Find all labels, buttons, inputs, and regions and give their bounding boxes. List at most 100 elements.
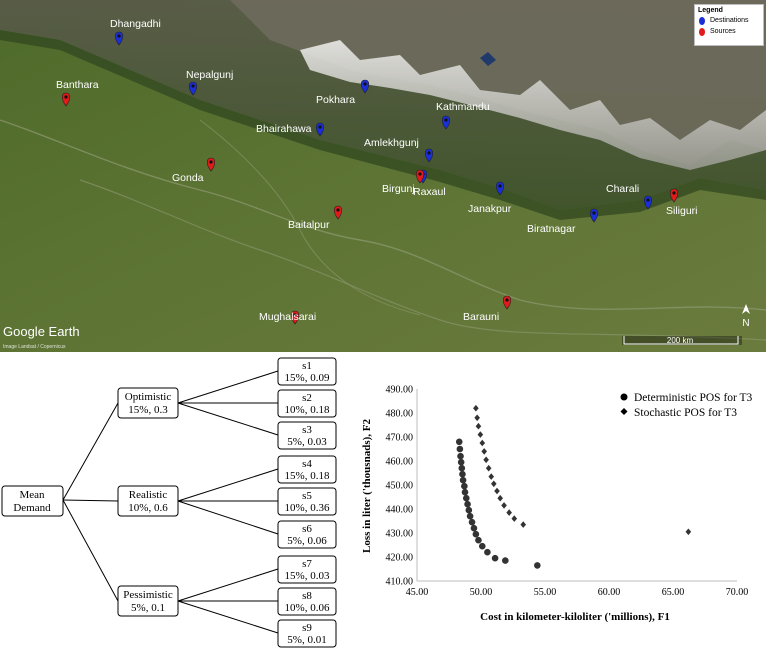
source-pin-mughalsarai bbox=[290, 310, 300, 325]
point-deterministic-4 bbox=[458, 464, 466, 472]
point-stochastic-10 bbox=[494, 487, 500, 495]
river-3 bbox=[199, 119, 421, 316]
y-tick-label: 420.00 bbox=[386, 553, 414, 564]
legend-diamond-icon bbox=[620, 408, 628, 415]
point-deterministic-17 bbox=[478, 542, 486, 550]
scale-bar: 200 km bbox=[622, 336, 742, 345]
point-stochastic-0 bbox=[473, 404, 479, 412]
point-deterministic-6 bbox=[459, 476, 467, 484]
source-label-siliguri: Siliguri bbox=[666, 205, 698, 217]
x-tick-label: 50.00 bbox=[470, 587, 493, 598]
point-deterministic-3 bbox=[457, 458, 465, 466]
north-arrow-icon: N bbox=[742, 304, 750, 329]
scenario-node-s6: s65%, 0.06 bbox=[277, 520, 337, 549]
scenario-values: 15%, 0.03 bbox=[285, 570, 330, 582]
branch-pessimistic: Pessimistic 5%, 0.1 bbox=[117, 585, 179, 617]
north-label: N bbox=[742, 318, 749, 329]
x-tick-label: 65.00 bbox=[662, 587, 685, 598]
destination-label-nepalgunj: Nepalgunj bbox=[186, 69, 233, 81]
y-tick-label: 450.00 bbox=[386, 481, 414, 492]
y-tick-label: 410.00 bbox=[386, 577, 414, 588]
destination-label-charali: Charali bbox=[606, 183, 639, 195]
map-pins: Dhangadhi Nepalgunj Pokhara Kathmandu Bhaira… bbox=[56, 18, 698, 325]
point-deterministic-0 bbox=[455, 438, 463, 446]
scenario-id: s9 bbox=[302, 622, 312, 634]
source-label-mughalsarai: Mughalsarai bbox=[259, 311, 316, 323]
scenario-values: 5%, 0.03 bbox=[287, 436, 327, 448]
red-pin-icon bbox=[699, 27, 705, 36]
satellite-map: Dhangadhi Nepalgunj Pokhara Kathmandu Bhaira… bbox=[0, 0, 766, 352]
scenario-values: 15%, 0.18 bbox=[285, 470, 330, 482]
scenario-tree: Mean Demand Optimistic 15%, 0.3 Realisti… bbox=[0, 352, 350, 650]
point-deterministic-21 bbox=[534, 562, 541, 569]
legend-destinations: Destinations bbox=[695, 15, 763, 26]
point-deterministic-19 bbox=[491, 554, 499, 562]
legend-series-deterministic: Deterministic POS for T3 bbox=[634, 392, 753, 404]
branch-realistic-title: Realistic bbox=[129, 489, 168, 501]
destination-pin-charali bbox=[643, 195, 653, 210]
blue-pin-icon bbox=[699, 16, 705, 25]
tree-edges bbox=[62, 370, 279, 634]
branch-realistic: Realistic 10%, 0.6 bbox=[117, 485, 179, 517]
legend-sources-label: Sources bbox=[710, 28, 736, 35]
legend-sources: Sources bbox=[695, 26, 763, 37]
point-stochastic-14 bbox=[511, 515, 518, 522]
point-stochastic-16 bbox=[685, 528, 692, 536]
chart-legend: Deterministic POS for T3 Stochastic POS … bbox=[620, 392, 753, 419]
point-deterministic-1 bbox=[456, 445, 464, 453]
point-deterministic-13 bbox=[468, 518, 476, 526]
destination-pin-biratnagar bbox=[589, 208, 599, 223]
scenario-id: s4 bbox=[302, 458, 312, 470]
source-pin-barauni bbox=[502, 295, 512, 310]
legend-series-stochastic: Stochastic POS for T3 bbox=[634, 407, 737, 419]
point-stochastic-15 bbox=[520, 521, 527, 528]
destination-pin-bhairahawa bbox=[315, 122, 325, 137]
point-stochastic-6 bbox=[483, 456, 489, 464]
destination-label-janakpur: Janakpur bbox=[468, 203, 512, 215]
map-lake bbox=[480, 52, 496, 66]
y-tick-label: 470.00 bbox=[386, 433, 414, 444]
x-axis-label: Cost in kilometer-kiloliter ('millions),… bbox=[480, 611, 670, 623]
x-tick-label: 55.00 bbox=[534, 587, 557, 598]
point-stochastic-4 bbox=[479, 439, 486, 447]
point-deterministic-5 bbox=[459, 470, 466, 478]
source-label-raxaul: Raxaul bbox=[413, 186, 446, 198]
scenario-id: s7 bbox=[302, 558, 312, 570]
point-deterministic-8 bbox=[461, 488, 469, 496]
tree-canvas: Mean Demand Optimistic 15%, 0.3 Realisti… bbox=[1, 357, 337, 648]
root-node: Mean Demand bbox=[1, 485, 64, 517]
root-line1: Mean bbox=[19, 489, 45, 501]
point-stochastic-1 bbox=[474, 414, 480, 422]
scenario-id: s2 bbox=[302, 392, 312, 404]
river-2 bbox=[79, 179, 766, 341]
point-stochastic-5 bbox=[481, 448, 487, 455]
branch-realistic-values: 10%, 0.6 bbox=[128, 502, 168, 514]
point-deterministic-9 bbox=[462, 494, 470, 502]
x-tick-label: 60.00 bbox=[598, 587, 621, 598]
destination-pin-kathmandu bbox=[441, 115, 451, 130]
point-deterministic-12 bbox=[466, 512, 474, 520]
scenario-values: 10%, 0.36 bbox=[285, 502, 330, 514]
scenario-values: 10%, 0.18 bbox=[285, 404, 330, 416]
scenario-id: s8 bbox=[302, 590, 312, 602]
legend-destinations-label: Destinations bbox=[710, 17, 749, 24]
point-stochastic-7 bbox=[485, 464, 492, 472]
destination-pin-amlekhgunj bbox=[424, 148, 434, 163]
destination-pin-janakpur bbox=[495, 181, 505, 196]
legend-circle-icon bbox=[620, 393, 628, 401]
source-label-banthara: Banthara bbox=[56, 79, 99, 91]
source-pin-banthara bbox=[61, 92, 71, 107]
pareto-chart: 45.00 50.00 55.00 60.00 65.00 70.00 410.00 420.… bbox=[350, 352, 766, 650]
point-deterministic-16 bbox=[475, 536, 482, 544]
y-axis-label: Loss in liter ('thousnads), F2 bbox=[361, 419, 373, 553]
y-tick-label: 460.00 bbox=[386, 457, 414, 468]
google-earth-logo: Google Earth bbox=[3, 324, 80, 339]
scale-label: 200 km bbox=[667, 336, 694, 345]
scenario-id: s1 bbox=[302, 360, 312, 372]
image-attribution: Image Landsat / Copernicus bbox=[3, 344, 66, 350]
